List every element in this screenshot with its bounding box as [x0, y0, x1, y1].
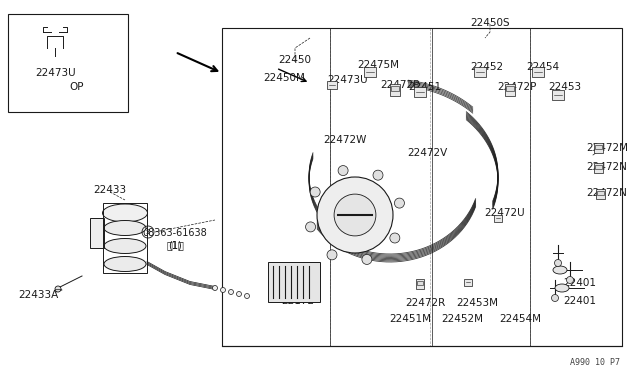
Text: 22454M: 22454M — [499, 314, 541, 324]
Bar — [327, 81, 337, 89]
Bar — [414, 87, 426, 97]
Bar — [595, 189, 605, 199]
Text: 22472M: 22472M — [586, 143, 628, 153]
Text: 22472P: 22472P — [380, 80, 420, 90]
Text: 22472W: 22472W — [323, 135, 367, 145]
Text: 22475M: 22475M — [357, 60, 399, 70]
Text: 22452: 22452 — [470, 62, 504, 72]
Ellipse shape — [104, 238, 146, 253]
Circle shape — [244, 294, 250, 298]
Bar — [464, 279, 472, 285]
Text: 22472V: 22472V — [407, 148, 447, 158]
Ellipse shape — [104, 221, 146, 235]
Text: 22472P: 22472P — [497, 82, 537, 92]
Bar — [416, 279, 424, 289]
Circle shape — [394, 198, 404, 208]
Text: S: S — [146, 229, 150, 235]
Circle shape — [317, 177, 393, 253]
Text: 22472N: 22472N — [587, 162, 627, 172]
Circle shape — [334, 194, 376, 236]
Bar — [494, 215, 502, 221]
Circle shape — [237, 292, 241, 296]
Circle shape — [552, 295, 559, 301]
Text: 22401: 22401 — [563, 296, 596, 306]
Text: 22401: 22401 — [563, 278, 596, 288]
Bar — [506, 86, 514, 91]
Text: 22472U: 22472U — [484, 208, 525, 218]
Text: 22453: 22453 — [548, 82, 582, 92]
Circle shape — [228, 289, 234, 295]
Bar — [417, 281, 423, 285]
Bar — [593, 163, 602, 173]
Circle shape — [362, 254, 372, 264]
Bar — [8, 14, 128, 112]
Ellipse shape — [553, 266, 567, 274]
Circle shape — [212, 285, 218, 291]
Bar — [552, 90, 564, 100]
Bar — [391, 86, 399, 91]
Text: 22472R: 22472R — [405, 298, 445, 308]
Text: 22473U: 22473U — [328, 75, 368, 85]
Text: 22473U: 22473U — [36, 68, 76, 78]
Text: 22451M: 22451M — [389, 314, 431, 324]
Bar — [596, 190, 604, 195]
Bar — [595, 164, 602, 169]
Circle shape — [338, 166, 348, 176]
Bar — [593, 142, 602, 153]
Circle shape — [327, 250, 337, 260]
Text: 22451: 22451 — [408, 82, 442, 92]
Text: 22454: 22454 — [527, 62, 559, 72]
Bar — [90, 218, 104, 248]
Text: OP: OP — [70, 82, 84, 92]
Circle shape — [373, 170, 383, 180]
Bar — [268, 262, 320, 302]
Bar — [474, 67, 486, 77]
Text: 22433: 22433 — [93, 185, 127, 195]
Text: A990 10 P7: A990 10 P7 — [570, 358, 620, 367]
Circle shape — [305, 222, 316, 232]
Text: 22433A: 22433A — [18, 290, 58, 300]
Bar — [532, 67, 544, 77]
Circle shape — [221, 288, 225, 292]
Bar — [505, 84, 515, 96]
Text: (1): (1) — [168, 240, 182, 250]
Circle shape — [566, 276, 573, 283]
Ellipse shape — [102, 204, 147, 222]
Circle shape — [310, 187, 320, 197]
Text: 22450M: 22450M — [263, 73, 305, 83]
Text: 〈1）: 〈1） — [166, 240, 184, 250]
Text: 22453M: 22453M — [456, 298, 498, 308]
Ellipse shape — [104, 257, 146, 272]
Text: 22172: 22172 — [282, 296, 315, 306]
Circle shape — [390, 233, 400, 243]
Circle shape — [554, 260, 561, 266]
Text: 08363-61638: 08363-61638 — [143, 228, 207, 238]
Bar — [364, 67, 376, 77]
Text: 22450S: 22450S — [470, 18, 510, 28]
Text: 22472N: 22472N — [587, 188, 627, 198]
Bar — [103, 203, 147, 273]
Ellipse shape — [555, 284, 569, 292]
Bar — [222, 28, 622, 346]
Bar — [390, 84, 400, 96]
Bar — [595, 145, 602, 149]
Text: 22452M: 22452M — [441, 314, 483, 324]
Circle shape — [55, 286, 61, 292]
Text: 22450: 22450 — [278, 55, 312, 65]
